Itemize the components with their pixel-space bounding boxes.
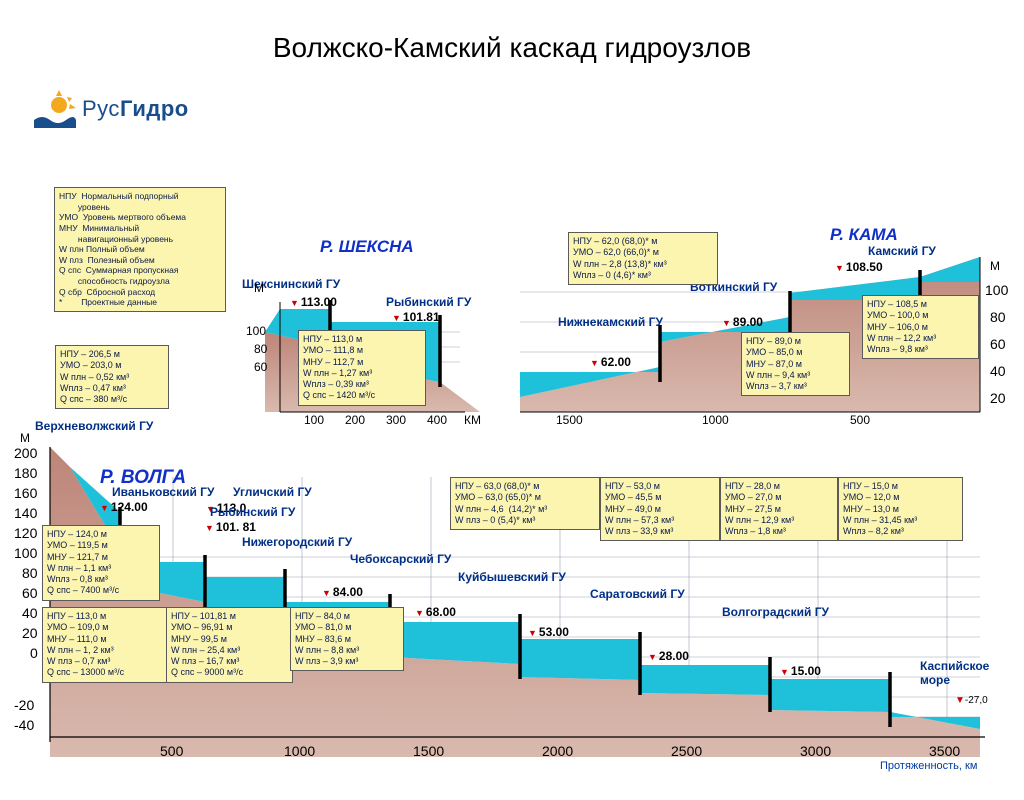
river-kama: Р. КАМА (830, 225, 898, 245)
box-votkin: НПУ – 89,0 м УМО – 85,0 м МНУ – 87,0 м W… (741, 332, 850, 396)
level-votkin: 89.00 (722, 315, 763, 329)
axis-m2: М (990, 259, 1000, 273)
vy12: -40 (14, 717, 34, 733)
gu-nizhnekam: Нижнекамский ГУ (558, 315, 663, 329)
yr3: 40 (990, 363, 1006, 379)
vy10: 0 (30, 645, 38, 661)
page-title: Волжско-Камский каскад гидроузлов (0, 32, 1024, 64)
level-nizhegorod: 84.00 (322, 585, 363, 599)
box-sheksna: НПУ – 113,0 м УМО – 111,8 м МНУ – 112,7 … (298, 330, 426, 406)
xr0: 1500 (556, 413, 583, 427)
level-volgograd: 15.00 (780, 664, 821, 678)
x-u2: 300 (386, 413, 406, 427)
vy6: 80 (22, 565, 38, 581)
box-rybinsk: НПУ – 101,81 м УМО – 96,91 м МНУ – 99,5 … (166, 607, 293, 683)
x-title: Протяженность, км (880, 760, 977, 772)
vy8: 40 (22, 605, 38, 621)
box-ivank: НПУ – 124,0 м УМО – 119,5 м МНУ – 121,7 … (42, 525, 160, 601)
level-kamsk: 108.50 (835, 260, 883, 274)
sun-icon (34, 90, 76, 128)
diagram: НПУ Нормальный подпорный уровень УМО Уро… (20, 187, 1010, 777)
km-u: КМ (464, 413, 481, 427)
vy3: 140 (14, 505, 37, 521)
caspian-level: ▼-27,0 (955, 695, 988, 706)
axis-m3: М (20, 431, 30, 445)
caspian-label: Каспийское море (920, 659, 989, 687)
level-rybinsk-u: 101.81 (392, 310, 440, 324)
river-sheksna: Р. ШЕКСНА (320, 237, 414, 257)
y-u1: 80 (254, 342, 267, 356)
x-u0: 100 (304, 413, 324, 427)
level-cheboks: 68.00 (415, 605, 456, 619)
yr4: 20 (990, 390, 1006, 406)
gu-verkhne: Верхневолжский ГУ (35, 419, 153, 433)
vy1: 180 (14, 465, 37, 481)
gu-kuibysh: Куйбышевский ГУ (458, 570, 566, 584)
gu-rybinsk-u: Рыбинский ГУ (386, 295, 471, 309)
level-sheksna: 113.00 (290, 295, 337, 309)
x-u1: 200 (345, 413, 365, 427)
box-kamsk: НПУ – 108,5 м УМО – 100,0 м МНУ – 106,0 … (862, 295, 979, 359)
box-verkhne: НПУ – 206,5 м УМО – 203,0 м W плн – 0,52… (55, 345, 169, 409)
box-saratov: НПУ – 28,0 м УМО – 27,0 м МНУ – 27,5 м W… (720, 477, 838, 541)
yr0: 100 (985, 282, 1008, 298)
vx4: 2500 (671, 743, 702, 759)
y-u2: 60 (254, 360, 267, 374)
yr2: 60 (990, 336, 1006, 352)
vx2: 1500 (413, 743, 444, 759)
vx1: 1000 (284, 743, 315, 759)
gu-nizhegorod: Нижегородский ГУ (242, 535, 352, 549)
vy2: 160 (14, 485, 37, 501)
box-cheboks: НПУ – 63,0 (68,0)* м УМО – 63,0 (65,0)* … (450, 477, 600, 530)
axis-m1: М (254, 281, 264, 295)
level-rybinsk: 101. 81 (205, 520, 256, 534)
level-kuibysh: 53.00 (528, 625, 569, 639)
xr1: 1000 (702, 413, 729, 427)
vy11: -20 (14, 697, 34, 713)
box-nizhegorod: НПУ – 84,0 м УМО – 81,0 м МНУ – 83,6 м W… (290, 607, 404, 671)
vy4: 120 (14, 525, 37, 541)
yr1: 80 (990, 309, 1006, 325)
box-uglich: НПУ – 113,0 м УМО – 109,0 м МНУ – 111,0 … (42, 607, 169, 683)
vx0: 500 (160, 743, 183, 759)
level-saratov: 28.00 (648, 649, 689, 663)
gu-uglich: Угличский ГУ (233, 485, 312, 499)
logo: РусГидро (34, 90, 189, 128)
y-u0: 100 (246, 324, 266, 338)
vy7: 60 (22, 585, 38, 601)
vy0: 200 (14, 445, 37, 461)
gu-cheboks: Чебоксарский ГУ (350, 552, 451, 566)
level-ivank: 124.00 (100, 500, 148, 514)
box-nizhnekam: НПУ – 62,0 (68,0)* м УМО – 62,0 (66,0)* … (568, 232, 718, 285)
gu-ivank: Иваньковский ГУ (112, 485, 214, 499)
logo-text: РусГидро (82, 96, 189, 122)
gu-kamsk: Камский ГУ (868, 244, 936, 258)
level-nizhnekam: 62.00 (590, 355, 631, 369)
gu-rybinsk: Рыбинский ГУ (210, 505, 295, 519)
box-volgograd: НПУ – 15,0 м УМО – 12,0 м МНУ – 13,0 м W… (838, 477, 963, 541)
vx3: 2000 (542, 743, 573, 759)
vy5: 100 (14, 545, 37, 561)
xr2: 500 (850, 413, 870, 427)
vx5: 3000 (800, 743, 831, 759)
gu-saratov: Саратовский ГУ (590, 587, 685, 601)
x-u3: 400 (427, 413, 447, 427)
box-kuibysh: НПУ – 53,0 м УМО – 45,5 м МНУ – 49,0 м W… (600, 477, 720, 541)
vy9: 20 (22, 625, 38, 641)
gu-volgograd: Волгоградский ГУ (722, 605, 829, 619)
legend-box: НПУ Нормальный подпорный уровень УМО Уро… (54, 187, 226, 312)
vx6: 3500 (929, 743, 960, 759)
